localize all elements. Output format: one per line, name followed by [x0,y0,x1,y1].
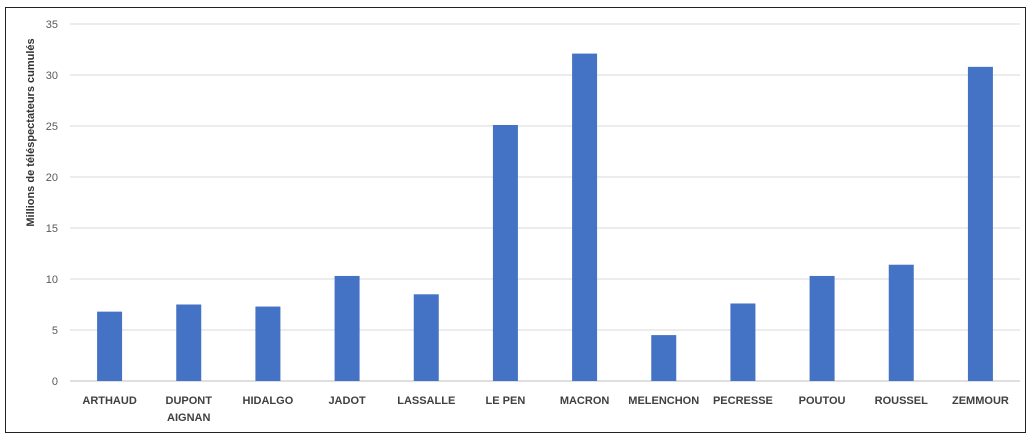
x-tick-label: PECRESSE [713,395,773,407]
x-tick-label: ROUSSEL [875,395,928,407]
bar [730,303,756,381]
bar [413,294,439,381]
bar [651,335,677,381]
x-tick-label: LASSALLE [397,395,455,407]
x-tick-label: ARTHAUD [82,395,136,407]
x-tick-label: MACRON [560,395,610,407]
bar [334,275,360,381]
x-tick-label: DUPONT AIGNAN [166,395,213,424]
y-tick-label: 15 [46,223,58,235]
bar [572,53,598,382]
x-axis-labels: ARTHAUD DUPONT AIGNAN HIDALGO JADOT LASSALLE L… [82,395,1008,424]
bar [967,66,993,381]
y-tick-label: 0 [52,376,58,388]
gridlines [70,23,1020,382]
bar [888,264,914,381]
bar [176,304,202,381]
y-tick-label: 35 [46,19,58,31]
x-tick-label: MELENCHON [628,395,699,407]
y-tick-label: 5 [52,325,58,337]
x-tick-label: ZEMMOUR [952,395,1009,407]
x-tick-label: HIDALGO [243,395,294,407]
x-tick-label: JADOT [328,395,366,407]
x-tick-label: LE PEN [486,395,526,407]
bar [255,306,281,381]
y-tick-label: 25 [46,121,58,133]
bar [492,124,518,381]
y-axis-label: Millions de téléspectateurs cumulés [25,38,37,226]
y-axis-ticks: 0 5 10 15 20 25 30 35 [46,19,58,388]
y-tick-label: 10 [46,274,58,286]
bars [97,53,993,382]
y-tick-label: 30 [46,70,58,82]
bar [809,275,835,381]
x-tick-label: POUTOU [799,395,846,407]
y-tick-label: 20 [46,172,58,184]
bar [97,311,123,381]
